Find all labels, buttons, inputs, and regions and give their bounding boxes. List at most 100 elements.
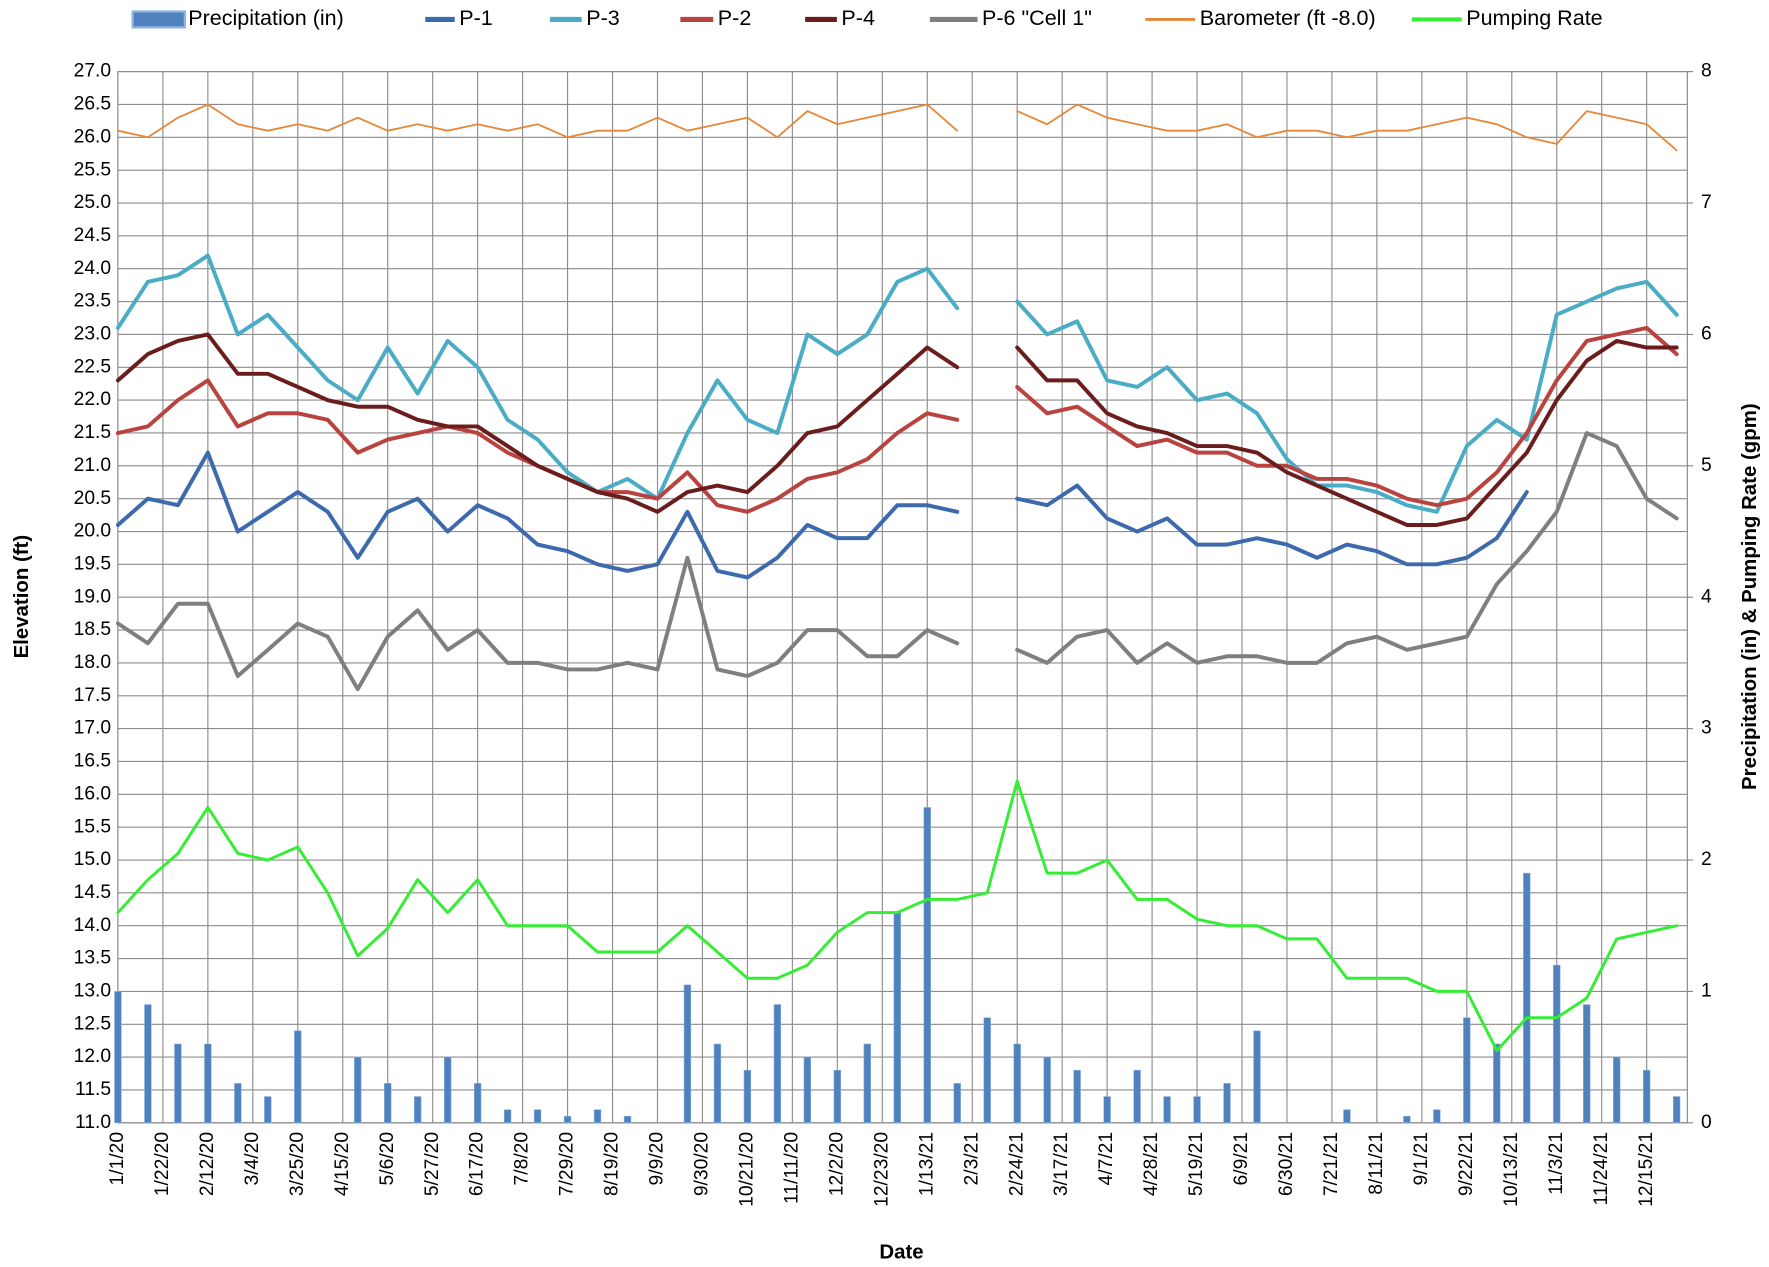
y-tick-label: 17.5: [74, 685, 111, 706]
x-tick-label: 6/30/21: [1276, 1132, 1297, 1196]
y-tick-label: 26.0: [74, 126, 111, 147]
series-line: [115, 332, 1679, 527]
y2-tick-label: 8: [1701, 61, 1712, 82]
x-tick-label: 1/22/20: [152, 1132, 173, 1196]
bar: [533, 1109, 542, 1124]
x-tick-label: 10/21/20: [737, 1132, 758, 1207]
bar: [1073, 1069, 1081, 1124]
bar: [1163, 1096, 1171, 1124]
bar: [1553, 964, 1561, 1124]
x-tick-label: 6/9/21: [1231, 1132, 1252, 1186]
y2-tick-label: 6: [1701, 324, 1712, 345]
bar: [1642, 1069, 1651, 1124]
x-tick-label: 12/23/20: [871, 1132, 892, 1207]
y2-tick-label: 2: [1701, 849, 1712, 870]
series-line: [115, 253, 1679, 514]
y2-tick-label: 0: [1701, 1112, 1712, 1133]
bar: [503, 1109, 512, 1124]
x-tick-label: 3/4/20: [242, 1132, 263, 1186]
x-tick-label: 4/15/20: [332, 1132, 353, 1196]
bar: [384, 1083, 392, 1124]
x-tick-label: 12/15/21: [1636, 1132, 1657, 1207]
y-tick-label: 12.0: [74, 1046, 111, 1067]
bar: [1672, 1096, 1681, 1124]
y-tick-label: 20.5: [74, 488, 111, 509]
bar: [563, 1115, 572, 1124]
bar: [1433, 1109, 1441, 1124]
bar: [1253, 1030, 1261, 1124]
x-tick-label: 6/17/20: [467, 1132, 488, 1196]
legend-label: P-2: [718, 6, 752, 30]
y-tick-label: 13.5: [74, 948, 111, 969]
y-tick-label: 24.0: [74, 258, 111, 279]
y-tick-label: 25.0: [74, 192, 111, 213]
y-axis-title: Elevation (ft): [11, 535, 33, 659]
bar: [174, 1043, 182, 1124]
y2-tick-label: 5: [1701, 455, 1712, 476]
x-tick-label: 5/27/20: [422, 1132, 443, 1196]
bar: [1463, 1017, 1471, 1124]
y-tick-label: 18.5: [74, 619, 111, 640]
bar: [1013, 1043, 1021, 1124]
x-tick-label: 12/2/20: [826, 1132, 847, 1196]
legend-label: P-4: [841, 6, 875, 30]
legend-label: P-6 "Cell 1": [982, 6, 1092, 30]
x-tick-label: 1/13/21: [916, 1132, 937, 1196]
bar: [923, 807, 931, 1124]
x-tick-label: 10/13/21: [1501, 1132, 1522, 1207]
x-tick-label: 8/11/21: [1366, 1132, 1387, 1195]
bar: [234, 1083, 242, 1124]
bar: [1193, 1096, 1201, 1124]
bar: [204, 1043, 212, 1124]
legend-label: Pumping Rate: [1466, 6, 1602, 30]
y-tick-label: 22.0: [74, 389, 111, 410]
y-tick-label: 24.5: [74, 225, 111, 246]
y-tick-label: 14.5: [74, 882, 111, 903]
bar: [1133, 1069, 1141, 1124]
bar: [114, 991, 122, 1124]
y2-tick-label: 4: [1701, 586, 1712, 607]
bar: [1403, 1115, 1411, 1124]
y-tick-label: 26.5: [74, 94, 111, 115]
x-tick-label: 7/8/20: [512, 1132, 533, 1186]
x-tick-label: 2/12/20: [197, 1132, 218, 1196]
y-tick-label: 13.0: [74, 981, 111, 1002]
y-tick-label: 17.0: [74, 718, 111, 739]
x-tick-label: 11/11/20: [781, 1132, 802, 1204]
y-tick-label: 16.5: [74, 751, 111, 772]
y-tick-label: 11.0: [75, 1112, 111, 1133]
y-tick-label: 27.0: [74, 61, 111, 82]
bar: [264, 1096, 272, 1124]
series-line: [115, 431, 1679, 692]
y-tick-label: 19.0: [74, 586, 111, 607]
bar: [773, 1004, 782, 1124]
bar: [1523, 872, 1531, 1124]
y2-tick-label: 7: [1701, 192, 1712, 213]
y-tick-label: 18.0: [74, 652, 111, 673]
y-tick-label: 19.5: [74, 553, 111, 574]
x-tick-label: 3/25/20: [287, 1132, 308, 1196]
legend-label: P-1: [459, 6, 493, 30]
bar: [983, 1017, 991, 1124]
y-tick-label: 16.0: [74, 783, 111, 804]
x-tick-label: 2/3/21: [961, 1132, 982, 1186]
bar: [1493, 1043, 1501, 1124]
bar: [1343, 1109, 1351, 1124]
x-tick-label: 11/24/21: [1591, 1132, 1612, 1206]
x-tick-label: 4/28/21: [1141, 1132, 1162, 1196]
y-tick-label: 15.0: [74, 849, 111, 870]
x-tick-label: 5/6/20: [377, 1132, 398, 1186]
y-tick-label: 12.5: [74, 1013, 111, 1034]
legend-label: Barometer (ft -8.0): [1200, 6, 1376, 30]
x-tick-label: 1/1/20: [107, 1132, 128, 1186]
x-tick-label: 7/29/20: [557, 1132, 578, 1196]
y-tick-label: 15.5: [74, 816, 111, 837]
y-tick-label: 25.5: [74, 159, 111, 180]
bar: [144, 1004, 152, 1124]
y-tick-label: 23.0: [74, 324, 111, 345]
bar: [1613, 1056, 1621, 1124]
bar: [473, 1083, 482, 1124]
series-line: [115, 450, 1529, 580]
